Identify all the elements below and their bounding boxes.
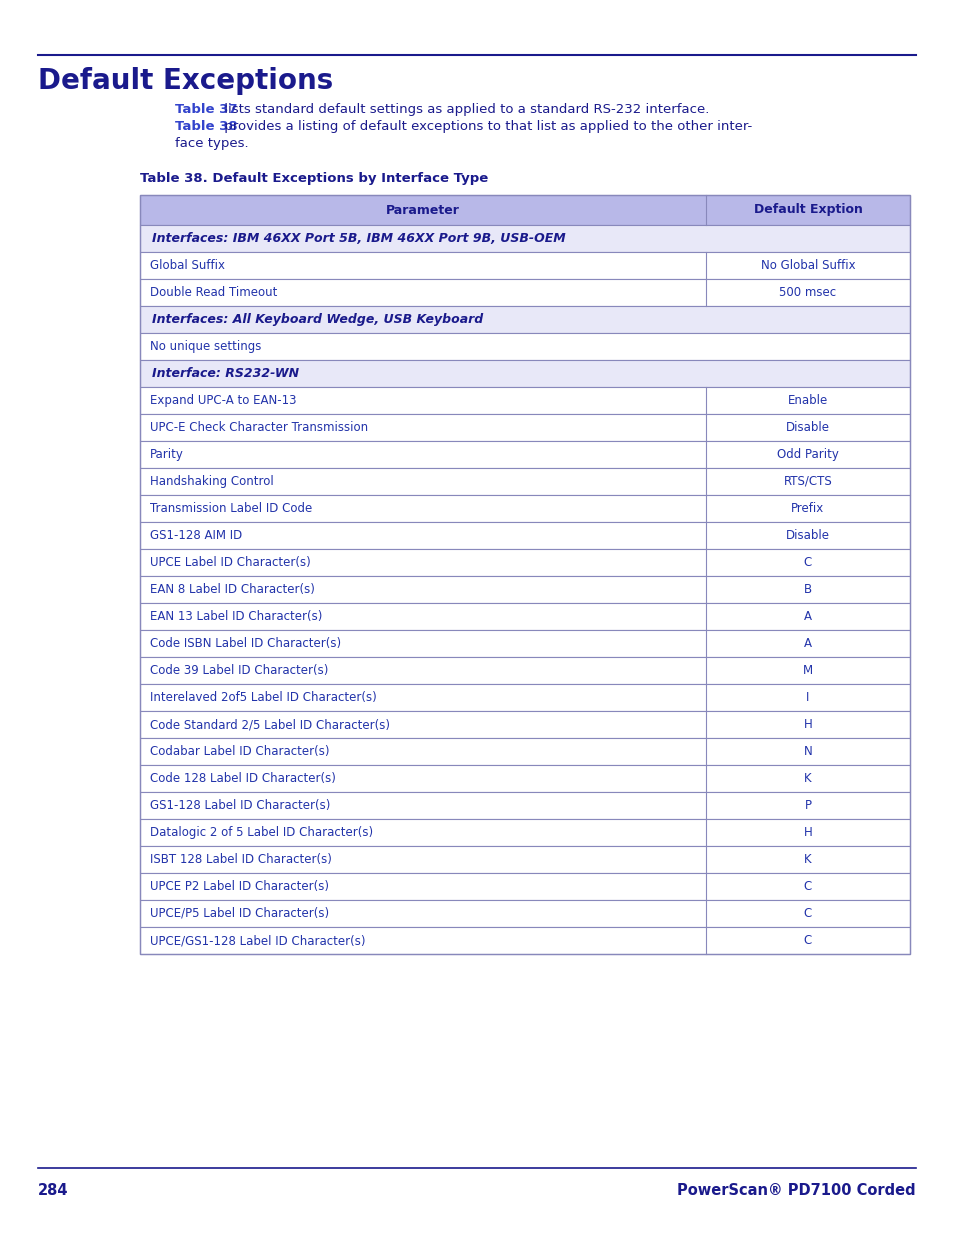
- Text: C: C: [803, 881, 811, 893]
- Text: Expand UPC-A to EAN-13: Expand UPC-A to EAN-13: [150, 394, 296, 408]
- Text: K: K: [803, 853, 811, 866]
- Text: K: K: [803, 772, 811, 785]
- Text: PowerScan® PD7100 Corded: PowerScan® PD7100 Corded: [677, 1183, 915, 1198]
- Text: 284: 284: [38, 1183, 69, 1198]
- Bar: [140, 819, 909, 846]
- Bar: [140, 846, 909, 873]
- Bar: [140, 873, 909, 900]
- Bar: [140, 739, 909, 764]
- Text: Codabar Label ID Character(s): Codabar Label ID Character(s): [150, 745, 329, 758]
- Bar: [140, 414, 909, 441]
- Text: ISBT 128 Label ID Character(s): ISBT 128 Label ID Character(s): [150, 853, 332, 866]
- Text: Table 38. Default Exceptions by Interface Type: Table 38. Default Exceptions by Interfac…: [140, 172, 488, 185]
- Text: N: N: [802, 745, 812, 758]
- Text: UPCE/P5 Label ID Character(s): UPCE/P5 Label ID Character(s): [150, 906, 329, 920]
- Bar: [140, 550, 909, 576]
- Text: RTS/CTS: RTS/CTS: [782, 475, 831, 488]
- Text: No unique settings: No unique settings: [150, 340, 261, 353]
- Bar: [140, 468, 909, 495]
- Text: A: A: [803, 637, 811, 650]
- Text: Odd Parity: Odd Parity: [777, 448, 838, 461]
- Text: Double Read Timeout: Double Read Timeout: [150, 287, 277, 299]
- Text: M: M: [802, 664, 812, 677]
- Text: Parameter: Parameter: [386, 204, 459, 216]
- Text: face types.: face types.: [174, 137, 249, 149]
- Text: Global Suffix: Global Suffix: [150, 259, 225, 272]
- Text: Interface: RS232-WN: Interface: RS232-WN: [152, 367, 299, 380]
- Bar: [140, 195, 909, 953]
- Bar: [140, 441, 909, 468]
- Bar: [140, 225, 909, 252]
- Text: Parity: Parity: [150, 448, 184, 461]
- Bar: [140, 900, 909, 927]
- Text: B: B: [803, 583, 811, 597]
- Text: Default Exceptions: Default Exceptions: [38, 67, 333, 95]
- Bar: [140, 387, 909, 414]
- Bar: [140, 711, 909, 739]
- Bar: [140, 195, 909, 225]
- Bar: [140, 630, 909, 657]
- Bar: [140, 657, 909, 684]
- Text: No Global Suffix: No Global Suffix: [760, 259, 855, 272]
- Bar: [140, 495, 909, 522]
- Text: GS1-128 Label ID Character(s): GS1-128 Label ID Character(s): [150, 799, 330, 811]
- Text: H: H: [802, 826, 812, 839]
- Text: Code ISBN Label ID Character(s): Code ISBN Label ID Character(s): [150, 637, 341, 650]
- Text: EAN 8 Label ID Character(s): EAN 8 Label ID Character(s): [150, 583, 314, 597]
- Text: P: P: [803, 799, 811, 811]
- Bar: [140, 333, 909, 359]
- Text: Transmission Label ID Code: Transmission Label ID Code: [150, 501, 312, 515]
- Text: Interfaces: All Keyboard Wedge, USB Keyboard: Interfaces: All Keyboard Wedge, USB Keyb…: [152, 312, 483, 326]
- Text: H: H: [802, 718, 812, 731]
- Text: 500 msec: 500 msec: [779, 287, 836, 299]
- Bar: [140, 927, 909, 953]
- Bar: [140, 279, 909, 306]
- Text: Code Standard 2/5 Label ID Character(s): Code Standard 2/5 Label ID Character(s): [150, 718, 390, 731]
- Text: I: I: [805, 692, 809, 704]
- Text: UPCE/GS1-128 Label ID Character(s): UPCE/GS1-128 Label ID Character(s): [150, 934, 365, 947]
- Text: Datalogic 2 of 5 Label ID Character(s): Datalogic 2 of 5 Label ID Character(s): [150, 826, 373, 839]
- Text: EAN 13 Label ID Character(s): EAN 13 Label ID Character(s): [150, 610, 322, 622]
- Text: lists standard default settings as applied to a standard RS-232 interface.: lists standard default settings as appli…: [220, 103, 709, 116]
- Bar: [140, 252, 909, 279]
- Text: provides a listing of default exceptions to that list as applied to the other in: provides a listing of default exceptions…: [220, 120, 752, 133]
- Text: Handshaking Control: Handshaking Control: [150, 475, 274, 488]
- Bar: [140, 684, 909, 711]
- Text: GS1-128 AIM ID: GS1-128 AIM ID: [150, 529, 242, 542]
- Text: Disable: Disable: [785, 421, 829, 433]
- Text: Interelaved 2of5 Label ID Character(s): Interelaved 2of5 Label ID Character(s): [150, 692, 376, 704]
- Bar: [140, 359, 909, 387]
- Text: Table 37: Table 37: [174, 103, 237, 116]
- Text: C: C: [803, 906, 811, 920]
- Text: UPCE Label ID Character(s): UPCE Label ID Character(s): [150, 556, 311, 569]
- Text: UPCE P2 Label ID Character(s): UPCE P2 Label ID Character(s): [150, 881, 329, 893]
- Text: Code 39 Label ID Character(s): Code 39 Label ID Character(s): [150, 664, 328, 677]
- Text: Interfaces: IBM 46XX Port 5B, IBM 46XX Port 9B, USB-OEM: Interfaces: IBM 46XX Port 5B, IBM 46XX P…: [152, 232, 565, 245]
- Text: C: C: [803, 556, 811, 569]
- Text: Code 128 Label ID Character(s): Code 128 Label ID Character(s): [150, 772, 335, 785]
- Bar: [140, 306, 909, 333]
- Text: C: C: [803, 934, 811, 947]
- Text: Table 38: Table 38: [174, 120, 237, 133]
- Text: Default Exption: Default Exption: [753, 204, 862, 216]
- Bar: [140, 603, 909, 630]
- Text: UPC-E Check Character Transmission: UPC-E Check Character Transmission: [150, 421, 368, 433]
- Text: A: A: [803, 610, 811, 622]
- Bar: [140, 576, 909, 603]
- Bar: [140, 764, 909, 792]
- Text: Disable: Disable: [785, 529, 829, 542]
- Text: Enable: Enable: [787, 394, 827, 408]
- Text: Prefix: Prefix: [791, 501, 823, 515]
- Bar: [140, 522, 909, 550]
- Bar: [140, 792, 909, 819]
